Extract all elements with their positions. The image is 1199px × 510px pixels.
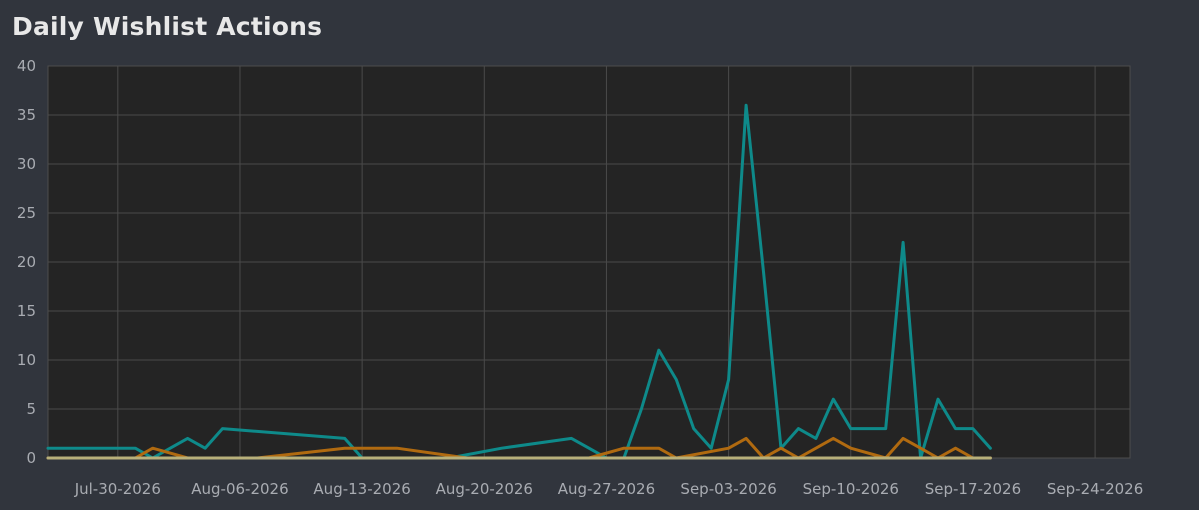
x-tick-label: Sep-24-2026 (1047, 480, 1143, 498)
y-tick-label: 25 (17, 204, 36, 222)
x-tick-label: Sep-10-2026 (803, 480, 899, 498)
y-tick-label: 30 (17, 155, 36, 173)
y-tick-label: 5 (26, 400, 36, 418)
x-tick-label: Sep-17-2026 (925, 480, 1021, 498)
grid (48, 65, 1130, 459)
x-tick-label: Aug-06-2026 (191, 480, 288, 498)
x-tick-label: Aug-27-2026 (558, 480, 655, 498)
x-tick-label: Aug-20-2026 (436, 480, 533, 498)
y-axis: 0 5 10 15 20 25 30 35 40 (17, 57, 36, 467)
y-tick-label: 35 (17, 106, 36, 124)
y-tick-label: 10 (17, 351, 36, 369)
y-tick-label: 40 (17, 57, 36, 75)
y-tick-label: 15 (17, 302, 36, 320)
y-tick-label: 20 (17, 253, 36, 271)
x-tick-label: Sep-03-2026 (680, 480, 776, 498)
x-axis: Jul-30-2026 Aug-06-2026 Aug-13-2026 Aug-20-… (74, 480, 1144, 498)
chart-title: Daily Wishlist Actions (12, 12, 323, 41)
x-tick-label: Aug-13-2026 (313, 480, 410, 498)
series-layer (46, 103, 992, 460)
series-line-1 (46, 103, 992, 460)
x-tick-label: Jul-30-2026 (74, 480, 161, 498)
y-tick-label: 0 (26, 449, 36, 467)
